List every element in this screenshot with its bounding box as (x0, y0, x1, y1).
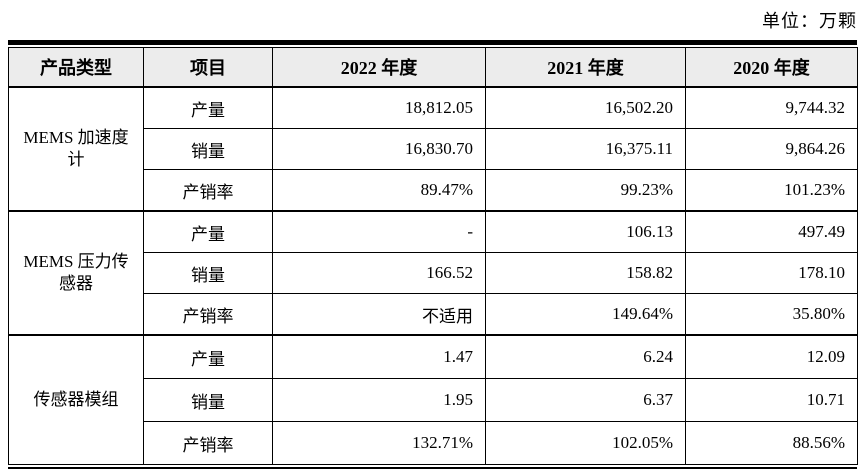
table-row: 产销率 89.47% 99.23% 101.23% (9, 169, 858, 212)
table-row: 销量 1.95 6.37 10.71 (9, 378, 858, 422)
table-row: 销量 166.52 158.82 178.10 (9, 252, 858, 294)
value-cell-2021: 99.23% (485, 169, 686, 212)
value-cell-2021: 106.13 (485, 210, 686, 253)
header-item: 项目 (143, 47, 273, 88)
table-row: 产销率 不适用 149.64% 35.80% (9, 293, 858, 336)
value-cell-2022: 1.47 (272, 334, 486, 379)
value-cell-2020: 12.09 (685, 334, 858, 379)
item-cell: 产销率 (143, 421, 273, 465)
item-cell: 产销率 (143, 293, 273, 336)
value-cell-2022: 18,812.05 (272, 86, 486, 129)
value-cell-2021: 149.64% (485, 293, 686, 336)
item-cell: 产量 (143, 334, 273, 379)
production-sales-table: 产品类型 项目 2022 年度 2021 年度 2020 年度 MEMS 加速度… (8, 47, 858, 465)
product-name-cell: MEMS 加速度计 (8, 86, 144, 212)
table-row: MEMS 压力传感器 产量 - 106.13 497.49 (8, 210, 858, 336)
value-cell-2021: 16,502.20 (485, 86, 686, 129)
item-cell: 销量 (143, 378, 273, 422)
header-year-2021: 2021 年度 (485, 47, 686, 88)
item-cell: 产量 (143, 210, 273, 253)
item-cell: 产销率 (143, 169, 273, 212)
value-cell-2020: 10.71 (685, 378, 858, 422)
value-cell-2022: - (272, 210, 486, 253)
value-cell-2022: 132.71% (272, 421, 486, 465)
table-row: 传感器模组 产量 1.47 6.24 12.09 (8, 334, 858, 465)
header-year-2022: 2022 年度 (272, 47, 486, 88)
value-cell-2022: 16,830.70 (272, 128, 486, 170)
production-sales-table-wrap: 产品类型 项目 2022 年度 2021 年度 2020 年度 MEMS 加速度… (8, 40, 858, 469)
item-cell: 产量 (143, 86, 273, 129)
table-row: 产销率 132.71% 102.05% 88.56% (9, 421, 858, 465)
value-cell-2020: 9,864.26 (685, 128, 858, 170)
value-cell-2022: 不适用 (272, 293, 486, 336)
value-cell-2020: 88.56% (685, 421, 858, 465)
value-cell-2021: 102.05% (485, 421, 686, 465)
value-cell-2022: 89.47% (272, 169, 486, 212)
value-cell-2022: 1.95 (272, 378, 486, 422)
value-cell-2022: 166.52 (272, 252, 486, 294)
value-cell-2021: 6.37 (485, 378, 686, 422)
value-cell-2020: 101.23% (685, 169, 858, 212)
value-cell-2021: 16,375.11 (485, 128, 686, 170)
header-row: 产品类型 项目 2022 年度 2021 年度 2020 年度 (8, 47, 858, 88)
product-name-cell: 传感器模组 (8, 334, 144, 465)
table-row: 销量 16,830.70 16,375.11 9,864.26 (9, 128, 858, 170)
item-cell: 销量 (143, 252, 273, 294)
table-row: MEMS 加速度计 产量 18,812.05 16,502.20 9,744.3… (8, 86, 858, 212)
value-cell-2020: 35.80% (685, 293, 858, 336)
value-cell-2021: 6.24 (485, 334, 686, 379)
item-cell: 销量 (143, 128, 273, 170)
header-product-type: 产品类型 (8, 47, 144, 88)
value-cell-2020: 497.49 (685, 210, 858, 253)
product-name-cell: MEMS 压力传感器 (8, 210, 144, 336)
unit-label: 单位：万颗 (762, 11, 857, 31)
value-cell-2021: 158.82 (485, 252, 686, 294)
value-cell-2020: 178.10 (685, 252, 858, 294)
header-year-2020: 2020 年度 (685, 47, 858, 88)
value-cell-2020: 9,744.32 (685, 86, 858, 129)
